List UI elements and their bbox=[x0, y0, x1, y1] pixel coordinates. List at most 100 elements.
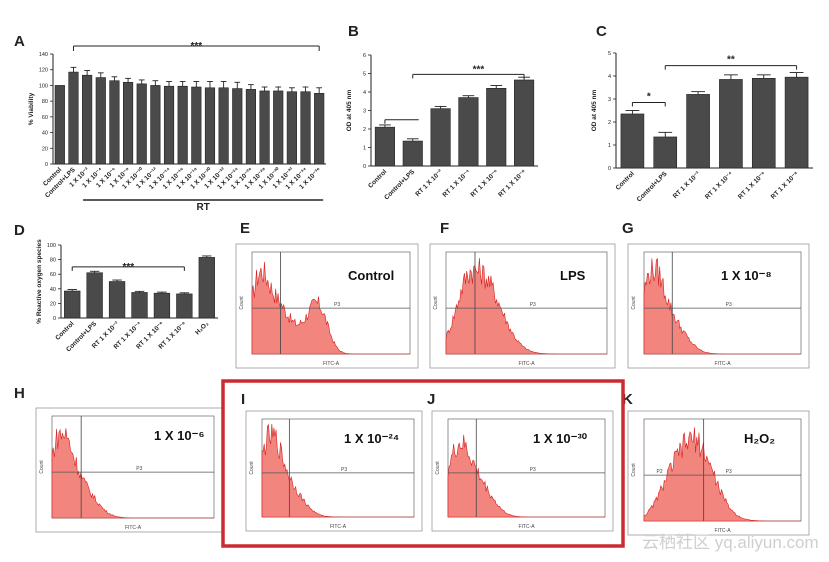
flow-panel-k: P3 P2 FITC-A Count H₂O₂ bbox=[627, 410, 810, 536]
x-axis-label: FITC-A bbox=[714, 361, 731, 367]
category-label: Control bbox=[615, 170, 636, 191]
panel-label-g: G bbox=[622, 220, 634, 237]
panel-label-f: F bbox=[440, 220, 449, 237]
gate-label: P3 bbox=[530, 467, 536, 473]
panel-label-b: B bbox=[348, 23, 359, 40]
histogram bbox=[445, 257, 607, 355]
flow-cytometry-panels: P3 FITC-A Count Control P3 FITC-A Count LPS P3 FI… bbox=[35, 243, 810, 536]
bar bbox=[122, 81, 134, 165]
y-tick-label: 100 bbox=[39, 83, 48, 89]
bar bbox=[751, 78, 776, 169]
panel-label-d: D bbox=[14, 222, 25, 239]
bar bbox=[136, 83, 147, 165]
bar bbox=[784, 76, 809, 169]
y-axis-label: Count bbox=[435, 461, 441, 475]
bar bbox=[68, 71, 79, 165]
y-tick-label: 2 bbox=[608, 120, 611, 126]
bar bbox=[273, 90, 284, 165]
x-axis-label: FITC-A bbox=[714, 528, 731, 534]
bar bbox=[198, 257, 215, 319]
gate-label-2: P2 bbox=[657, 469, 663, 475]
bar bbox=[286, 91, 297, 165]
category-label: Control+LPS bbox=[383, 168, 416, 201]
bar bbox=[486, 88, 507, 167]
bar bbox=[153, 292, 171, 319]
x-axis-label: FITC-A bbox=[330, 524, 347, 530]
bar bbox=[314, 92, 325, 165]
y-tick-label: 0 bbox=[363, 164, 366, 170]
y-axis-label: Count bbox=[631, 296, 637, 310]
category-label: RT 1 X 10⁻² bbox=[414, 168, 444, 198]
y-axis-label: Count bbox=[433, 296, 439, 310]
bar bbox=[719, 79, 743, 169]
y-axis-label: OD at 405 nm bbox=[591, 90, 598, 132]
bar bbox=[620, 113, 645, 169]
flow-title: H₂O₂ bbox=[744, 431, 775, 446]
y-tick-label: 1 bbox=[608, 143, 611, 149]
bar bbox=[86, 272, 103, 319]
panel-label-h: H bbox=[14, 385, 25, 402]
flow-panel-f: P3 FITC-A Count LPS bbox=[429, 243, 616, 369]
bar bbox=[150, 85, 161, 165]
y-tick-label: 80 bbox=[50, 258, 56, 264]
category-label: Control+LPS bbox=[636, 170, 669, 203]
y-tick-label: 0 bbox=[45, 162, 48, 168]
y-axis-label: % Viability bbox=[28, 92, 35, 125]
significance-label-small: * bbox=[647, 91, 651, 102]
y-axis-label: Count bbox=[239, 296, 245, 310]
y-tick-label: 5 bbox=[608, 51, 611, 57]
y-tick-label: 5 bbox=[363, 72, 366, 78]
watermark: 云栖社区 yq.aliyun.com bbox=[642, 533, 819, 552]
highlight-box bbox=[221, 379, 625, 548]
y-axis-label: % Reactive oxygen species bbox=[36, 239, 43, 324]
panel-label-k: K bbox=[622, 391, 633, 408]
y-tick-label: 0 bbox=[53, 316, 56, 322]
bar bbox=[64, 290, 81, 319]
y-tick-label: 4 bbox=[608, 74, 611, 80]
bar bbox=[177, 85, 188, 165]
bar bbox=[430, 108, 451, 167]
bar bbox=[176, 293, 193, 319]
bar bbox=[108, 281, 126, 319]
bar bbox=[653, 136, 678, 169]
bar bbox=[95, 77, 106, 165]
flow-panel-g: P3 FITC-A Count 1 X 10⁻⁸ bbox=[627, 243, 810, 369]
category-label: Control bbox=[367, 168, 388, 189]
bar bbox=[109, 80, 120, 165]
y-tick-label: 140 bbox=[39, 52, 48, 58]
y-tick-label: 2 bbox=[363, 127, 366, 133]
y-tick-label: 120 bbox=[39, 68, 48, 74]
bar bbox=[191, 86, 202, 165]
chart-d: 0 20 40 60 80 100 % Reactive oxygen species Con… bbox=[36, 239, 218, 353]
flow-panel-j: P3 FITC-A Count 1 X 10⁻³⁰ bbox=[431, 410, 614, 532]
y-axis-label: Count bbox=[249, 461, 255, 475]
bar bbox=[232, 88, 243, 165]
y-axis-label: Count bbox=[631, 463, 637, 477]
category-label: RT 1 X 10⁻⁸ bbox=[497, 168, 527, 198]
x-axis-label: FITC-A bbox=[125, 525, 142, 531]
gate-label: P3 bbox=[334, 302, 340, 308]
category-label: RT 1 X 10⁻⁴ bbox=[441, 168, 471, 198]
panel-label-i: I bbox=[241, 391, 245, 408]
histogram bbox=[51, 428, 214, 519]
flow-panel-h: P3 FITC-A Count 1 X 10⁻⁶ bbox=[35, 407, 223, 533]
panel-label-e: E bbox=[240, 220, 250, 237]
gate-label: P3 bbox=[726, 469, 732, 475]
category-label: RT 1 X 10⁻² bbox=[672, 170, 702, 200]
bar bbox=[163, 85, 175, 165]
bar bbox=[259, 90, 270, 165]
flow-panel-e: P3 FITC-A Count Control bbox=[235, 243, 419, 369]
flow-title: 1 X 10⁻³⁰ bbox=[533, 431, 588, 446]
significance-label: *** bbox=[122, 262, 134, 273]
category-label: RT 1 X 10⁻⁸ bbox=[770, 170, 800, 200]
flow-title: 1 X 10⁻²⁴ bbox=[344, 431, 399, 446]
histogram bbox=[251, 261, 410, 355]
y-axis-label: Count bbox=[39, 460, 45, 474]
x-axis-label: FITC-A bbox=[323, 361, 340, 367]
bar bbox=[402, 140, 423, 167]
flow-title: LPS bbox=[560, 268, 586, 283]
y-tick-label: 6 bbox=[363, 53, 366, 59]
